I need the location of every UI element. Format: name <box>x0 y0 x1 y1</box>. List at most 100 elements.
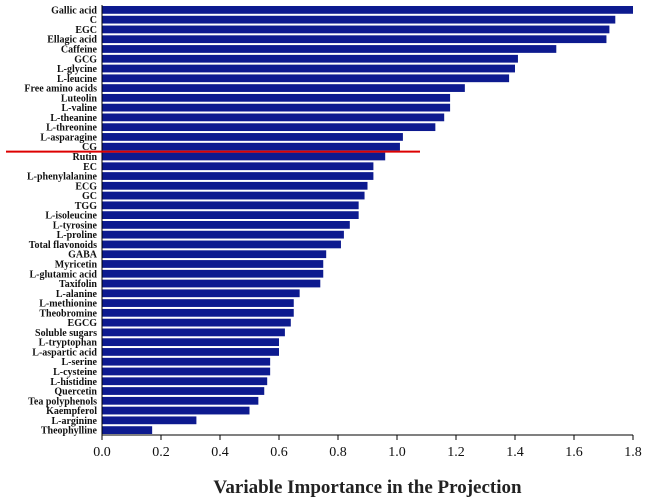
category-label-4: Caffeine <box>61 44 98 55</box>
category-label-21: L-isoleucine <box>45 211 97 222</box>
category-label-22: L-tyrosine <box>53 220 98 231</box>
bar-7 <box>102 74 510 83</box>
bar-1 <box>102 15 616 24</box>
category-label-8: Free amino acids <box>24 84 97 95</box>
category-label-29: L-alanine <box>56 289 98 300</box>
bar-0 <box>102 6 633 14</box>
bar-19 <box>102 191 365 200</box>
bar-15 <box>102 152 386 161</box>
category-label-25: GABA <box>68 250 98 261</box>
bar-27 <box>102 269 324 278</box>
x-tick-label-3: 0.6 <box>270 445 288 460</box>
bar-18 <box>102 181 368 190</box>
bar-28 <box>102 279 321 288</box>
category-label-19: GC <box>82 191 97 202</box>
bar-31 <box>102 308 294 317</box>
category-label-28: Taxifolin <box>59 279 97 290</box>
bar-9 <box>102 93 451 102</box>
bar-16 <box>102 162 374 171</box>
bar-20 <box>102 201 359 210</box>
bar-35 <box>102 348 279 356</box>
category-label-13: L-asparagine <box>40 132 97 143</box>
category-label-27: L-glutamic acid <box>30 269 98 280</box>
bar-14 <box>102 142 400 151</box>
category-label-33: Soluble sugars <box>35 328 97 339</box>
x-tick-label-5: 1.0 <box>388 445 406 460</box>
bar-5 <box>102 54 518 63</box>
category-label-9: Luteolin <box>61 93 98 104</box>
bars-layer <box>102 6 633 434</box>
x-tick-label-9: 1.8 <box>624 445 642 460</box>
category-label-3: Ellagic acid <box>47 35 97 46</box>
bar-34 <box>102 338 279 347</box>
x-tick-label-2: 0.4 <box>211 445 229 460</box>
bar-36 <box>102 357 271 366</box>
category-label-5: GCG <box>74 54 97 65</box>
bar-33 <box>102 328 285 337</box>
x-tick-label-8: 1.6 <box>565 445 583 460</box>
category-label-7: L-leucine <box>57 74 98 85</box>
category-label-26: Myricetin <box>55 259 98 270</box>
bar-38 <box>102 377 268 386</box>
x-tick-label-4: 0.8 <box>329 445 347 460</box>
category-label-32: EGCG <box>68 318 98 329</box>
bar-22 <box>102 221 350 229</box>
category-label-37: L-cysteine <box>53 367 97 378</box>
bar-17 <box>102 172 374 180</box>
category-label-39: Quercetin <box>54 387 97 398</box>
x-axis-ticks: 0.0 0.2 0.4 0.6 0.8 1.0 1.2 1.4 1.6 1.8 <box>93 435 642 460</box>
x-tick-label-7: 1.4 <box>506 445 524 460</box>
category-label-41: Kaempferol <box>46 406 97 417</box>
bar-6 <box>102 64 515 73</box>
category-label-23: L-proline <box>57 230 98 241</box>
bar-39 <box>102 387 265 395</box>
bar-40 <box>102 396 259 405</box>
bar-29 <box>102 289 300 298</box>
bar-4 <box>102 45 557 53</box>
bar-13 <box>102 133 403 141</box>
category-label-31: Theobromine <box>39 308 97 319</box>
bar-25 <box>102 250 327 259</box>
x-tick-label-0: 0.0 <box>93 445 111 460</box>
category-label-10: L-valine <box>61 103 97 114</box>
bar-37 <box>102 367 271 376</box>
category-label-24: Total flavonoids <box>29 240 97 251</box>
category-label-40: Tea polyphenols <box>28 396 97 407</box>
bar-11 <box>102 113 445 122</box>
bar-2 <box>102 25 610 34</box>
category-label-12: L-threonine <box>46 123 97 134</box>
bar-23 <box>102 230 344 239</box>
bar-42 <box>102 416 197 425</box>
bar-3 <box>102 35 607 44</box>
x-tick-label-1: 0.2 <box>152 445 170 460</box>
category-label-35: L-aspartic acid <box>32 347 97 358</box>
category-label-18: ECG <box>75 181 97 192</box>
category-label-0: Gallic acid <box>51 5 97 16</box>
category-label-6: L-glycine <box>57 64 98 75</box>
category-label-42: L-arginine <box>51 416 97 427</box>
category-label-1: C <box>90 15 97 26</box>
bar-32 <box>102 318 291 327</box>
category-label-17: L-phenylalanine <box>27 172 98 183</box>
x-axis-title: Variable Importance in the Projection <box>213 477 522 498</box>
bar-43 <box>102 426 153 434</box>
category-label-38: L-histidine <box>50 377 97 388</box>
bar-41 <box>102 406 250 415</box>
category-label-14: CG <box>82 142 97 153</box>
category-label-15: Rutin <box>73 152 98 163</box>
category-label-36: L-serine <box>61 357 97 368</box>
category-label-16: EC <box>83 162 97 173</box>
category-label-2: EGC <box>75 25 97 36</box>
bar-26 <box>102 260 324 268</box>
bar-24 <box>102 240 341 249</box>
category-label-30: L-methionine <box>39 299 97 310</box>
bar-30 <box>102 299 294 307</box>
bar-10 <box>102 103 451 112</box>
category-label-11: L-theanine <box>50 113 97 124</box>
bar-12 <box>102 123 436 132</box>
bar-8 <box>102 84 465 92</box>
x-tick-label-6: 1.2 <box>447 445 465 460</box>
category-label-34: L-tryptophan <box>39 338 98 349</box>
